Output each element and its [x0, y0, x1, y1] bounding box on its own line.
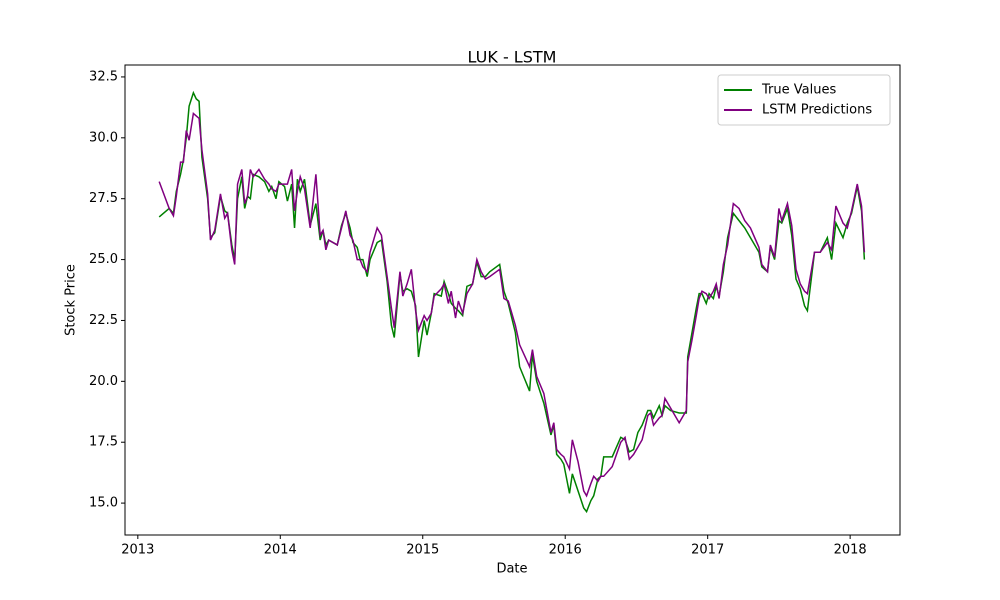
- y-tick-label: 27.5: [89, 191, 118, 206]
- y-tick-label: 17.5: [89, 435, 118, 450]
- plot-frame: [124, 64, 901, 536]
- legend-box: [717, 74, 891, 126]
- legend-label: LSTM Predictions: [762, 103, 872, 118]
- y-tick-label: 30.0: [89, 130, 118, 145]
- series-line: [158, 112, 866, 498]
- x-axis-label: Date: [496, 562, 527, 577]
- y-tick-label: 25.0: [89, 252, 118, 267]
- y-tick-label: 20.0: [89, 374, 118, 389]
- x-tick-label: 2018: [834, 543, 867, 558]
- chart-title: LUK - LSTM: [468, 48, 557, 67]
- x-tick-label: 2014: [264, 543, 297, 558]
- series-line: [158, 90, 866, 514]
- x-tick-label: 2015: [406, 543, 439, 558]
- x-tick-label: 2017: [691, 543, 724, 558]
- legend-label: True Values: [761, 83, 836, 98]
- y-tick-label: 32.5: [89, 69, 118, 84]
- y-tick-label: 22.5: [89, 313, 118, 328]
- x-tick-label: 2013: [121, 543, 154, 558]
- y-axis-label: Stock Price: [64, 264, 79, 336]
- x-tick-label: 2016: [549, 543, 582, 558]
- y-tick-label: 15.0: [89, 496, 118, 511]
